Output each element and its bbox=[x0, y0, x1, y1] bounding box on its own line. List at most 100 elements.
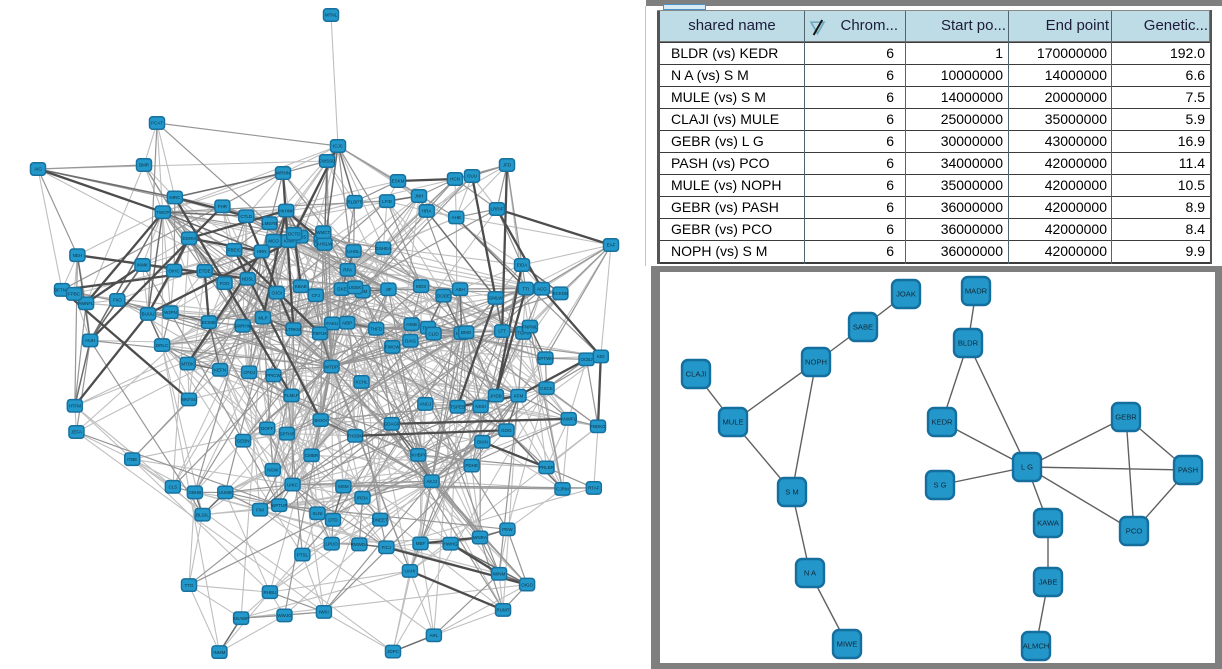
svg-text:TBFUK: TBFUK bbox=[313, 331, 328, 336]
svg-text:DNEET: DNEET bbox=[373, 517, 389, 522]
svg-text:GEBN: GEBN bbox=[237, 438, 250, 443]
svg-text:TTI: TTI bbox=[522, 286, 529, 291]
svg-text:HTFM: HTFM bbox=[69, 404, 82, 409]
svg-text:S G: S G bbox=[933, 481, 946, 490]
svg-text:MOS: MOS bbox=[416, 284, 426, 289]
svg-text:KFM: KFM bbox=[514, 393, 524, 398]
svg-text:CTLD: CTLD bbox=[240, 214, 253, 219]
svg-text:FICJ: FICJ bbox=[382, 545, 392, 550]
svg-text:FPBC: FPBC bbox=[68, 292, 81, 297]
svg-text:FHR: FHR bbox=[218, 204, 228, 209]
svg-text:PASH: PASH bbox=[1178, 466, 1198, 475]
svg-text:NEH: NEH bbox=[73, 253, 83, 258]
svg-text:JNH: JNH bbox=[415, 194, 424, 199]
svg-text:CWSSU: CWSSU bbox=[319, 159, 336, 164]
svg-text:MLP: MLP bbox=[258, 315, 267, 320]
svg-text:JIF: JIF bbox=[385, 287, 392, 292]
svg-text:ECKDB: ECKDB bbox=[553, 291, 569, 296]
svg-text:JDPC: JDPC bbox=[387, 649, 400, 654]
svg-text:CPDJ: CPDJ bbox=[243, 370, 255, 375]
svg-text:PRLBR: PRLBR bbox=[539, 465, 555, 470]
svg-text:JABE: JABE bbox=[1039, 578, 1058, 587]
svg-text:NGW: NGW bbox=[267, 467, 279, 472]
svg-text:CLAJI: CLAJI bbox=[686, 370, 707, 379]
svg-text:LMEFB: LMEFB bbox=[262, 221, 277, 226]
svg-text:MULE: MULE bbox=[722, 418, 743, 427]
svg-text:PTSL: PTSL bbox=[297, 552, 309, 557]
svg-text:ABH: ABH bbox=[455, 287, 464, 292]
svg-text:UIKC: UIKC bbox=[287, 482, 299, 487]
svg-text:RMWDA: RMWDA bbox=[351, 542, 369, 547]
svg-text:INMM: INMM bbox=[213, 650, 225, 655]
svg-text:UGEK: UGEK bbox=[349, 285, 362, 290]
svg-text:DPTWH: DPTWH bbox=[537, 356, 554, 361]
svg-text:RHBU: RHBU bbox=[264, 590, 277, 595]
svg-text:WTDP: WTDP bbox=[325, 364, 338, 369]
svg-text:RLBPT: RLBPT bbox=[347, 200, 362, 205]
svg-text:JFD: JFD bbox=[503, 163, 512, 168]
svg-text:AKJJ: AKJJ bbox=[426, 479, 437, 484]
svg-text:BLGIL: BLGIL bbox=[196, 512, 209, 517]
svg-text:GMLW: GMLW bbox=[489, 296, 503, 301]
svg-text:HCN: HCN bbox=[450, 177, 460, 182]
svg-text:HISB: HISB bbox=[406, 322, 417, 327]
svg-text:GBHB: GBHB bbox=[188, 490, 201, 495]
svg-text:JHDB: JHDB bbox=[490, 393, 502, 398]
svg-text:BUUU: BUUU bbox=[142, 312, 155, 317]
svg-text:OCBJ: OCBJ bbox=[581, 357, 593, 362]
svg-text:FNPML: FNPML bbox=[522, 324, 538, 329]
svg-text:KCHL: KCHL bbox=[356, 380, 369, 385]
svg-text:SABE: SABE bbox=[853, 323, 873, 332]
svg-text:TSPEB: TSPEB bbox=[450, 404, 465, 409]
svg-text:KEFN: KEFN bbox=[214, 368, 226, 373]
svg-text:ICJC: ICJC bbox=[333, 144, 344, 149]
svg-text:HRN: HRN bbox=[257, 249, 267, 254]
svg-text:DOFF: DOFF bbox=[261, 426, 273, 431]
svg-text:GWRHW: GWRHW bbox=[233, 324, 252, 329]
svg-text:OUU: OUU bbox=[467, 174, 477, 179]
svg-text:ITBE: ITBE bbox=[127, 457, 137, 462]
svg-text:GOG: GOG bbox=[501, 428, 512, 433]
svg-text:ANWFU: ANWFU bbox=[560, 417, 577, 422]
svg-text:IKMK: IKMK bbox=[137, 263, 148, 268]
svg-text:WKFSU: WKFSU bbox=[181, 397, 197, 402]
svg-text:BMO: BMO bbox=[461, 330, 472, 335]
svg-text:DTD: DTD bbox=[328, 518, 338, 523]
svg-text:RPA: RPA bbox=[343, 267, 352, 272]
svg-text:ANCJ: ANCJ bbox=[419, 402, 431, 407]
svg-text:TTG: TTG bbox=[185, 583, 194, 588]
svg-text:MTDK: MTDK bbox=[181, 361, 194, 366]
svg-text:BFTNM: BFTNM bbox=[54, 288, 70, 293]
svg-text:FIM: FIM bbox=[256, 507, 264, 512]
svg-text:IROA: IROA bbox=[357, 495, 368, 500]
svg-text:AIG: AIG bbox=[34, 167, 42, 172]
svg-text:KBAE: KBAE bbox=[295, 284, 307, 289]
svg-text:CMBR: CMBR bbox=[305, 453, 319, 458]
svg-text:SLNI: SLNI bbox=[312, 511, 322, 516]
svg-text:FIIO: FIIO bbox=[113, 298, 122, 303]
svg-text:WINM: WINM bbox=[493, 571, 506, 576]
svg-text:AHB: AHB bbox=[452, 215, 461, 220]
svg-text:OCTD: OCTD bbox=[288, 231, 301, 236]
svg-text:DGRH: DGRH bbox=[182, 236, 195, 241]
svg-text:BLDR: BLDR bbox=[958, 339, 979, 348]
svg-text:WNRA: WNRA bbox=[473, 535, 487, 540]
svg-text:FWCW: FWCW bbox=[385, 345, 400, 350]
svg-text:ETDE: ETDE bbox=[199, 269, 211, 274]
svg-text:N A: N A bbox=[804, 569, 817, 578]
svg-text:DRLC: DRLC bbox=[156, 343, 169, 348]
svg-text:PEW: PEW bbox=[502, 527, 513, 532]
svg-text:OAIG: OAIG bbox=[405, 338, 417, 343]
svg-text:ESKM: ESKM bbox=[392, 179, 405, 184]
svg-text:WJPN: WJPN bbox=[164, 310, 177, 315]
svg-text:UHOL: UHOL bbox=[347, 249, 360, 254]
svg-text:KEAWP: KEAWP bbox=[233, 616, 249, 621]
svg-text:GKE: GKE bbox=[337, 287, 347, 292]
svg-text:SPTHP: SPTHP bbox=[279, 431, 294, 436]
svg-text:KID: KID bbox=[597, 354, 605, 359]
svg-text:WWJG: WWJG bbox=[277, 613, 292, 618]
svg-text:FAKU: FAKU bbox=[326, 321, 338, 326]
svg-text:WPTUP: WPTUP bbox=[271, 503, 287, 508]
svg-text:ACG: ACG bbox=[537, 286, 547, 291]
svg-text:AIBP: AIBP bbox=[342, 320, 352, 325]
